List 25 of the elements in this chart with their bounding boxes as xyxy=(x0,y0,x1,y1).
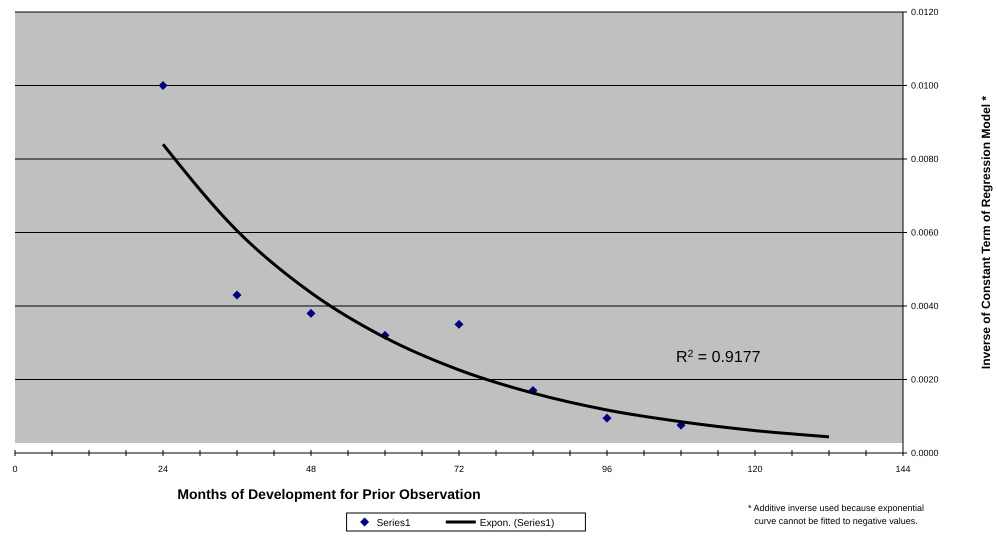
point xyxy=(158,81,168,90)
x-tick-label: 120 xyxy=(747,464,763,474)
x-tick-label: 24 xyxy=(158,464,168,474)
x-tick-label: 0 xyxy=(12,464,18,474)
y-tick-label: 0.0000 xyxy=(911,448,939,458)
annotation: R$^{2}$ = 0.9177 xyxy=(676,348,761,366)
legend-label: Series1 xyxy=(376,518,411,529)
x-tick-label: 144 xyxy=(895,464,911,474)
y-tick-label: 0.0060 xyxy=(911,228,939,238)
point xyxy=(232,290,242,300)
y-axis-title: Inverse of Constant Term of Regression Model * xyxy=(979,96,993,370)
y-tick-label: 0.0080 xyxy=(911,154,939,164)
text: * Additive inverse used because exponential curve cannot be fitted to negative values. xyxy=(748,503,924,526)
y-tick-label: 0.0120 xyxy=(911,7,939,17)
x-axis-title: Months of Development for Prior Observation xyxy=(177,486,481,502)
x-tick-label: 72 xyxy=(454,464,464,474)
point xyxy=(602,414,612,423)
x-tick-label: 48 xyxy=(306,464,316,474)
y-tick-label: 0.0100 xyxy=(911,80,939,90)
y-tick-label: 0.0040 xyxy=(911,301,939,311)
legend-label: Expon. (Series1) xyxy=(480,518,554,529)
point xyxy=(454,320,464,329)
point xyxy=(306,308,316,318)
y-tick-label: 0.0020 xyxy=(911,374,939,384)
x-tick-label: 96 xyxy=(602,464,612,474)
